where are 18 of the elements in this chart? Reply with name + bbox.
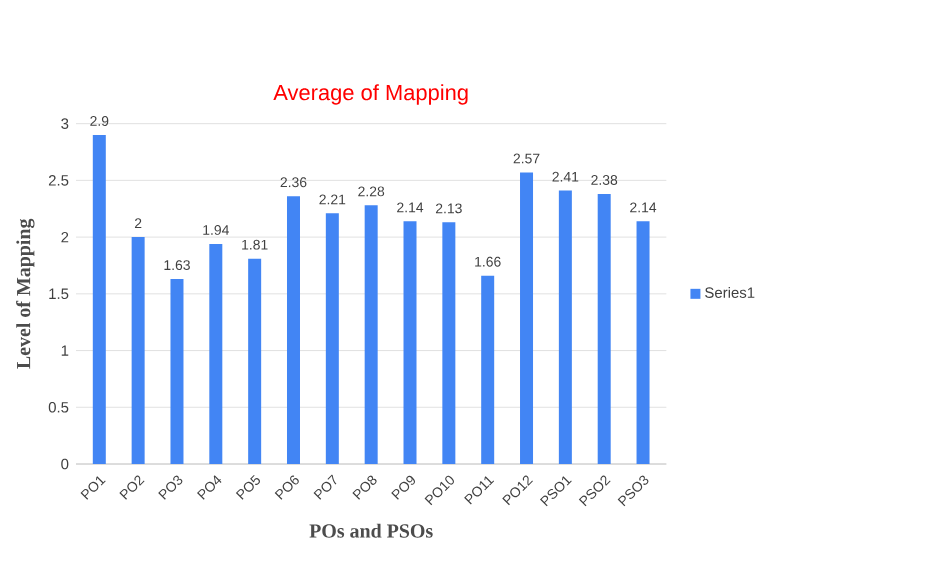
bar	[131, 237, 145, 464]
bar	[209, 243, 223, 464]
bar	[403, 221, 417, 464]
bar	[248, 258, 262, 464]
y-axis-title: Level of Mapping	[16, 218, 35, 369]
bar	[636, 221, 650, 464]
bar	[325, 213, 339, 464]
bar	[481, 275, 495, 464]
bar	[170, 279, 184, 464]
bar	[558, 190, 572, 464]
bar	[286, 196, 300, 464]
bar	[442, 222, 456, 464]
bar	[520, 172, 534, 464]
bar	[597, 194, 611, 464]
bar	[364, 205, 378, 464]
chart-title: Average of Mapping	[273, 84, 468, 105]
bar	[92, 135, 106, 464]
x-axis-title: POs and PSOs	[309, 523, 433, 538]
